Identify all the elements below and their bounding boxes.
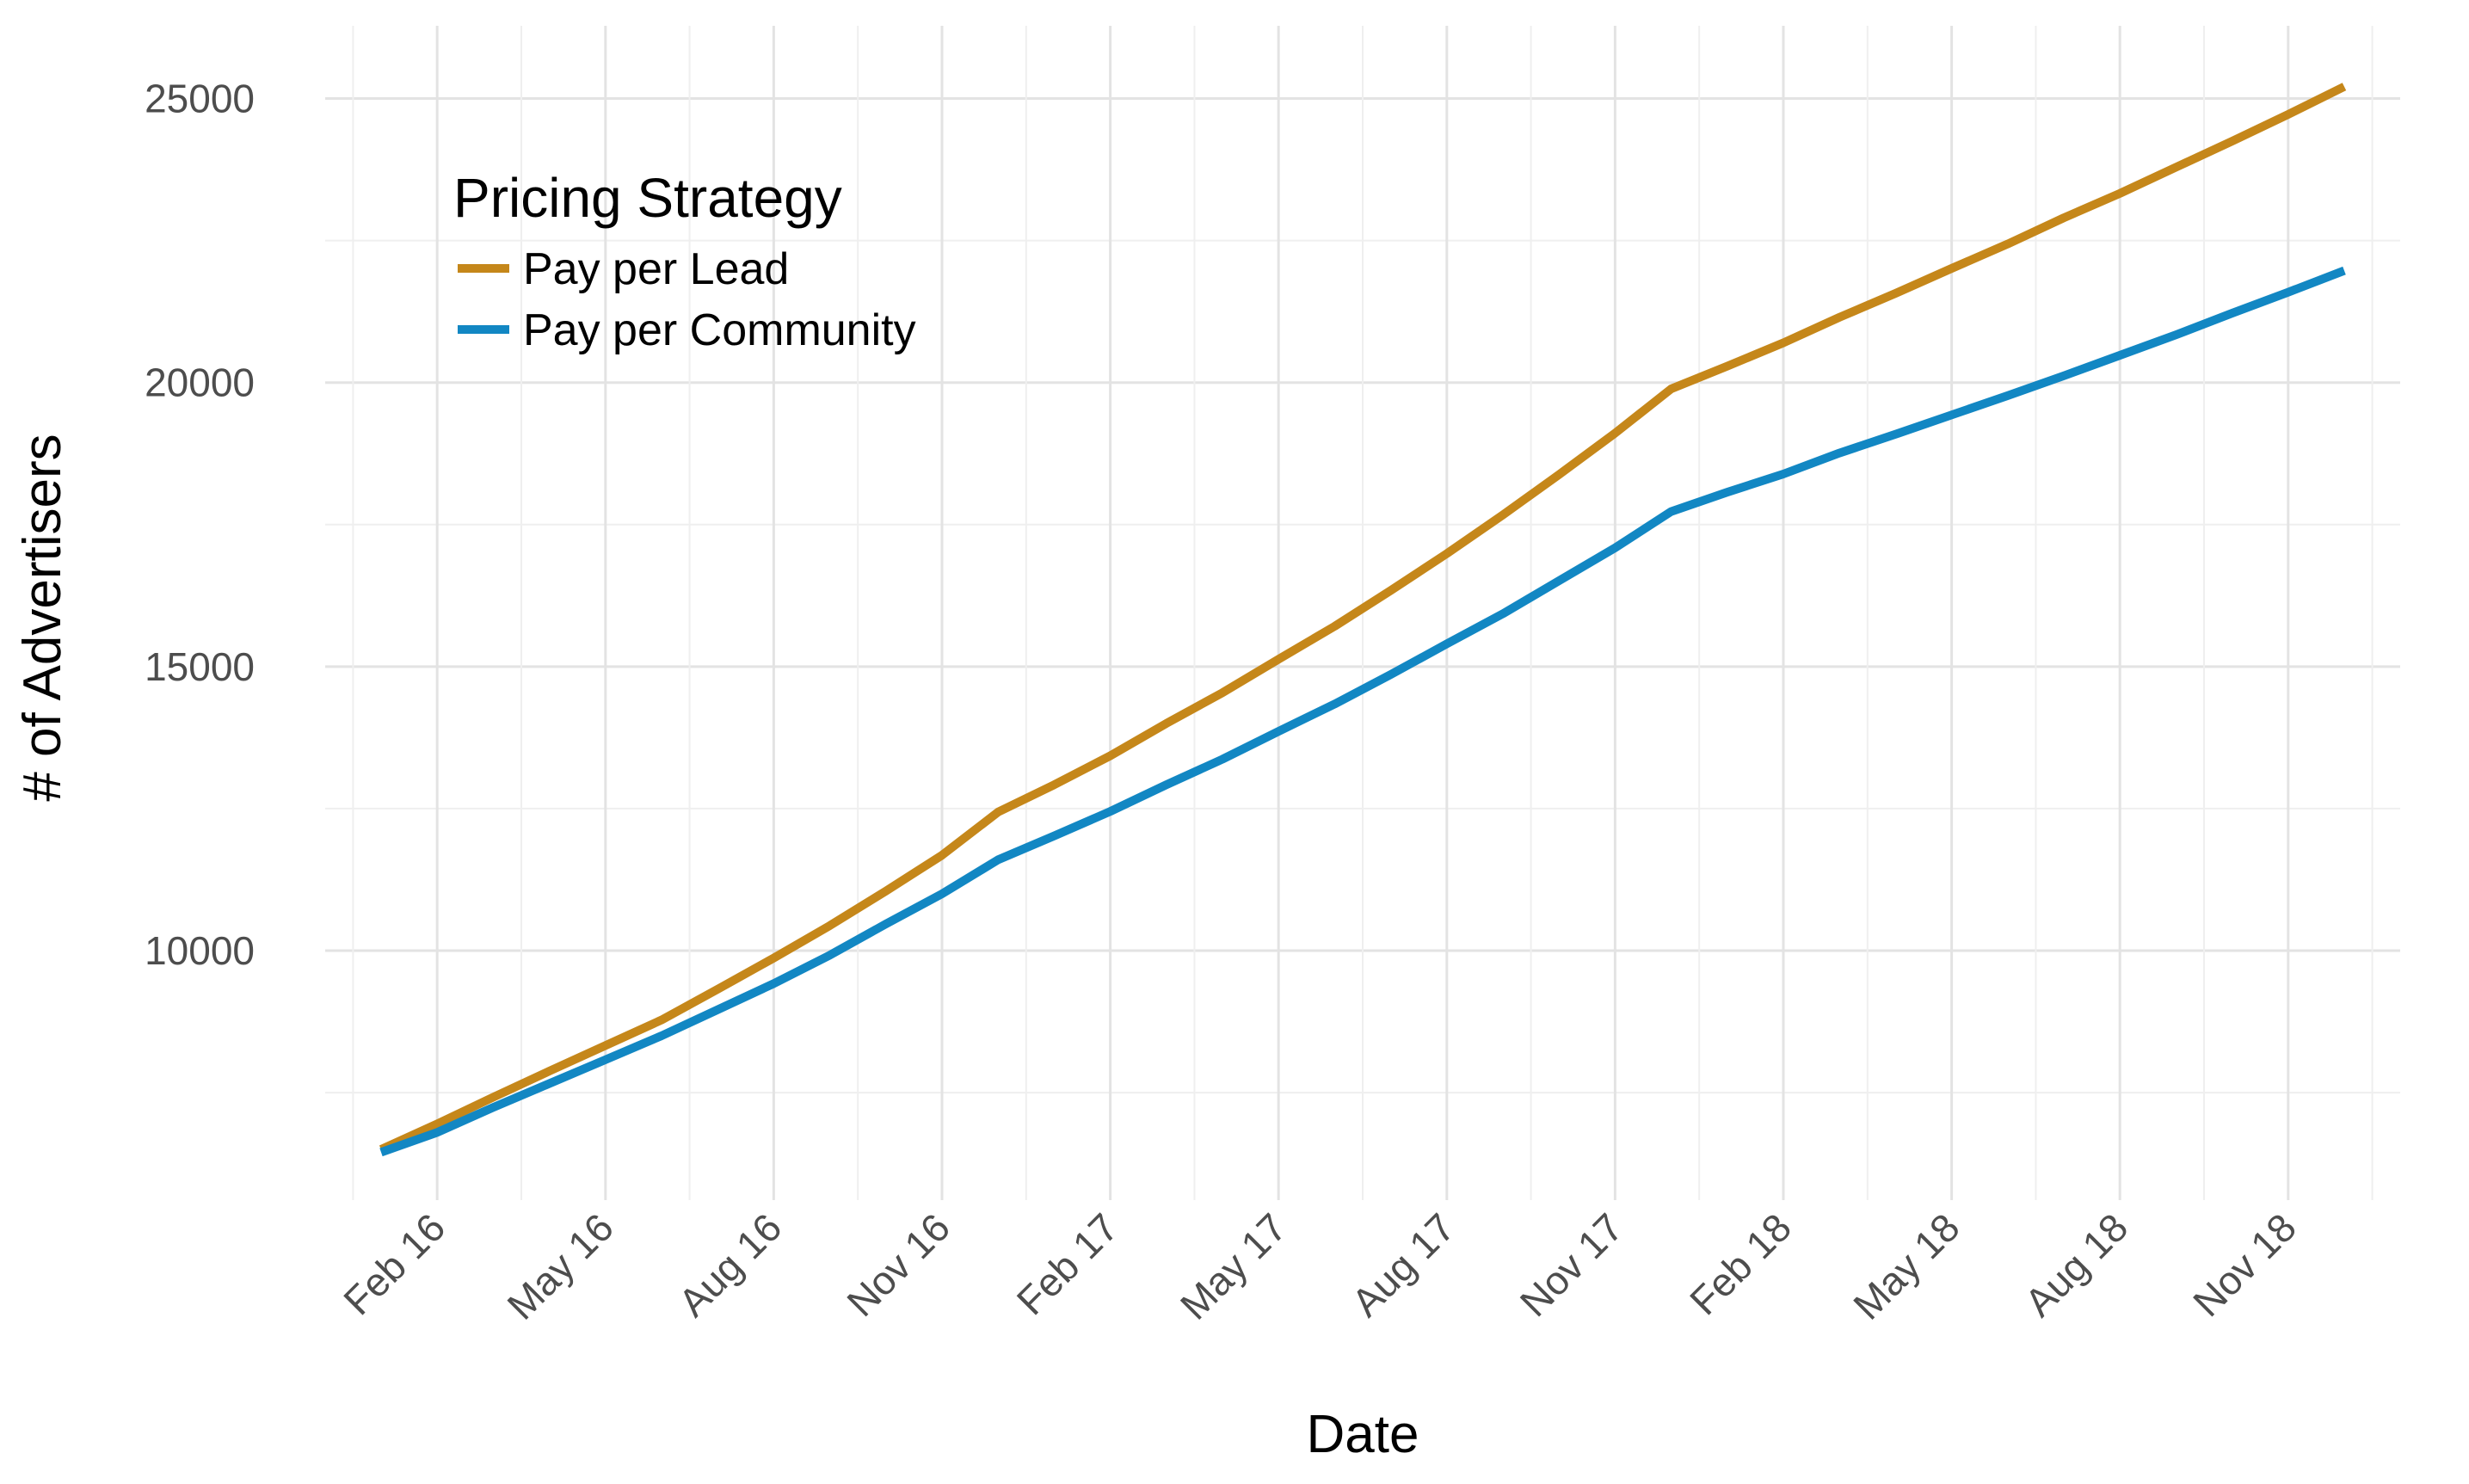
x-tick-label: Aug 17 xyxy=(1343,1204,1463,1325)
legend-label-pay-per-lead: Pay per Lead xyxy=(523,244,789,294)
y-tick-label: 25000 xyxy=(145,77,255,121)
x-tick-label: Nov 17 xyxy=(1512,1204,1632,1325)
y-axis-ticks: 10000 15000 20000 25000 xyxy=(145,77,255,973)
x-tick-label: Feb 16 xyxy=(335,1204,453,1323)
x-tick-label: Nov 16 xyxy=(838,1204,958,1325)
x-tick-label: Feb 18 xyxy=(1681,1204,1800,1323)
x-tick-label: Nov 18 xyxy=(2184,1204,2305,1325)
x-tick-label: Feb 17 xyxy=(1008,1204,1127,1323)
legend-label-pay-per-community: Pay per Community xyxy=(523,305,916,355)
series-line-pay-per-community xyxy=(379,266,2346,1157)
legend-title: Pricing Strategy xyxy=(453,167,842,229)
legend: Pricing Strategy Pay per Lead Pay per Co… xyxy=(453,167,916,355)
x-tick-label: Aug 16 xyxy=(670,1204,791,1325)
y-tick-label: 20000 xyxy=(145,360,255,405)
series-lines xyxy=(379,83,2347,1157)
x-tick-label: May 16 xyxy=(498,1204,621,1327)
gridlines xyxy=(325,26,2400,1200)
y-axis-title: # of Advertisers xyxy=(13,434,72,801)
x-tick-label: May 18 xyxy=(1844,1204,1967,1327)
x-axis-title: Date xyxy=(1307,1405,1419,1464)
x-tick-label: May 17 xyxy=(1172,1204,1295,1327)
x-tick-label: Aug 18 xyxy=(2016,1204,2136,1325)
y-tick-label: 10000 xyxy=(145,928,255,973)
series-line-pay-per-lead xyxy=(379,83,2347,1154)
y-tick-label: 15000 xyxy=(145,644,255,689)
x-axis-ticks: Feb 16 May 16 Aug 16 Nov 16 Feb 17 May 17 Aug … xyxy=(335,1204,2305,1327)
